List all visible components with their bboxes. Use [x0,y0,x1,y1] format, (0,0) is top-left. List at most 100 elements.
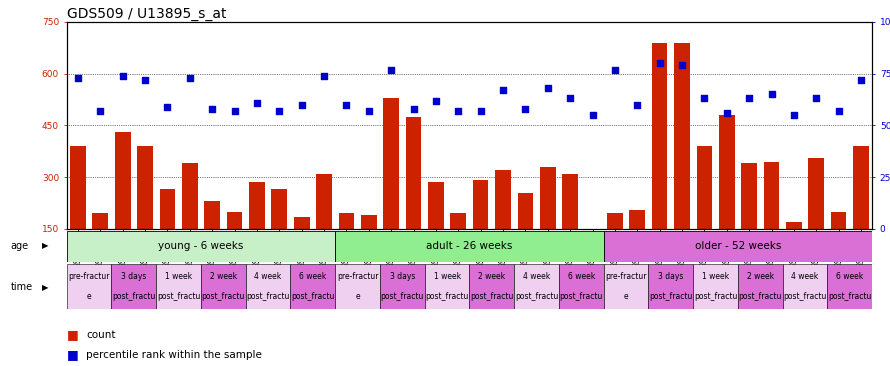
Point [71,75,85,81]
Text: e: e [624,292,628,301]
Bar [629,210,645,229]
Point [854,77,868,83]
Point [608,67,622,72]
Point [630,102,644,108]
Text: post_fractu: post_fractu [291,292,335,301]
Text: post_fractu: post_fractu [202,292,245,301]
Bar [828,264,872,309]
Point [787,112,801,118]
Bar [67,264,111,309]
Text: post_fractu: post_fractu [515,292,558,301]
Point [518,106,532,112]
Text: 6 week: 6 week [568,272,595,281]
Text: post_fractu: post_fractu [694,292,737,301]
Text: 6 week: 6 week [837,272,863,281]
Text: time: time [11,282,33,292]
Bar [786,222,802,229]
Point [250,100,264,105]
Point [361,108,376,114]
Text: post_fractu: post_fractu [381,292,424,301]
Point [160,104,174,110]
Bar [428,182,444,229]
Bar [585,229,601,231]
Bar [808,158,824,229]
Bar [111,264,157,309]
Text: 1 week: 1 week [702,272,729,281]
Bar [540,167,555,229]
Text: 1 week: 1 week [165,272,192,281]
Bar [290,264,336,309]
Point [295,102,309,108]
Text: adult - 26 weeks: adult - 26 weeks [426,241,513,251]
Bar [115,132,131,229]
Bar [649,264,693,309]
Point [809,96,823,101]
Bar [719,115,734,229]
Bar [201,264,246,309]
Point [765,92,779,97]
Point [384,67,399,72]
Bar [562,173,578,229]
Bar [336,264,380,309]
Bar [227,212,242,229]
Bar [450,213,466,229]
Point [831,108,845,114]
Text: older - 52 weeks: older - 52 weeks [695,241,781,251]
Bar [741,163,757,229]
Text: 6 week: 6 week [299,272,327,281]
Bar [738,264,782,309]
Text: young - 6 weeks: young - 6 weeks [158,241,244,251]
Bar [159,189,175,229]
Bar [473,180,489,229]
Text: 4 week: 4 week [255,272,282,281]
Point [675,63,689,68]
Bar [205,201,220,229]
Text: 3 days: 3 days [658,272,684,281]
Text: post_fractu: post_fractu [739,292,782,301]
Bar [93,213,109,229]
Text: ■: ■ [67,348,78,362]
Point [182,75,197,81]
Bar [336,231,603,262]
Text: pre-fractur: pre-fractur [69,272,109,281]
Point [93,108,108,114]
Bar [854,146,869,229]
Text: e: e [355,292,360,301]
Bar [182,163,198,229]
Text: ■: ■ [67,328,78,341]
Point [473,108,488,114]
Point [205,106,219,112]
Bar [271,189,287,229]
Bar [70,146,85,229]
Bar [607,213,623,229]
Text: ▶: ▶ [42,283,48,292]
Bar [406,117,421,229]
Text: post_fractu: post_fractu [560,292,603,301]
Point [228,108,242,114]
Text: 2 week: 2 week [210,272,237,281]
Text: 4 week: 4 week [791,272,819,281]
Text: 1 week: 1 week [433,272,461,281]
Bar [384,98,399,229]
Text: pre-fractur: pre-fractur [605,272,647,281]
Text: GDS509 / U13895_s_at: GDS509 / U13895_s_at [67,7,226,21]
Point [116,73,130,79]
Text: 4 week: 4 week [523,272,550,281]
Text: 2 week: 2 week [747,272,774,281]
Point [697,96,711,101]
Bar [294,217,310,229]
Bar [693,264,738,309]
Bar [518,193,533,229]
Point [586,112,600,118]
Bar [559,264,603,309]
Bar [157,264,201,309]
Bar [470,264,514,309]
Text: post_fractu: post_fractu [425,292,469,301]
Bar [495,170,511,229]
Bar [830,212,846,229]
Bar [67,231,336,262]
Bar [137,146,153,229]
Point [429,98,443,104]
Point [496,87,510,93]
Point [720,110,734,116]
